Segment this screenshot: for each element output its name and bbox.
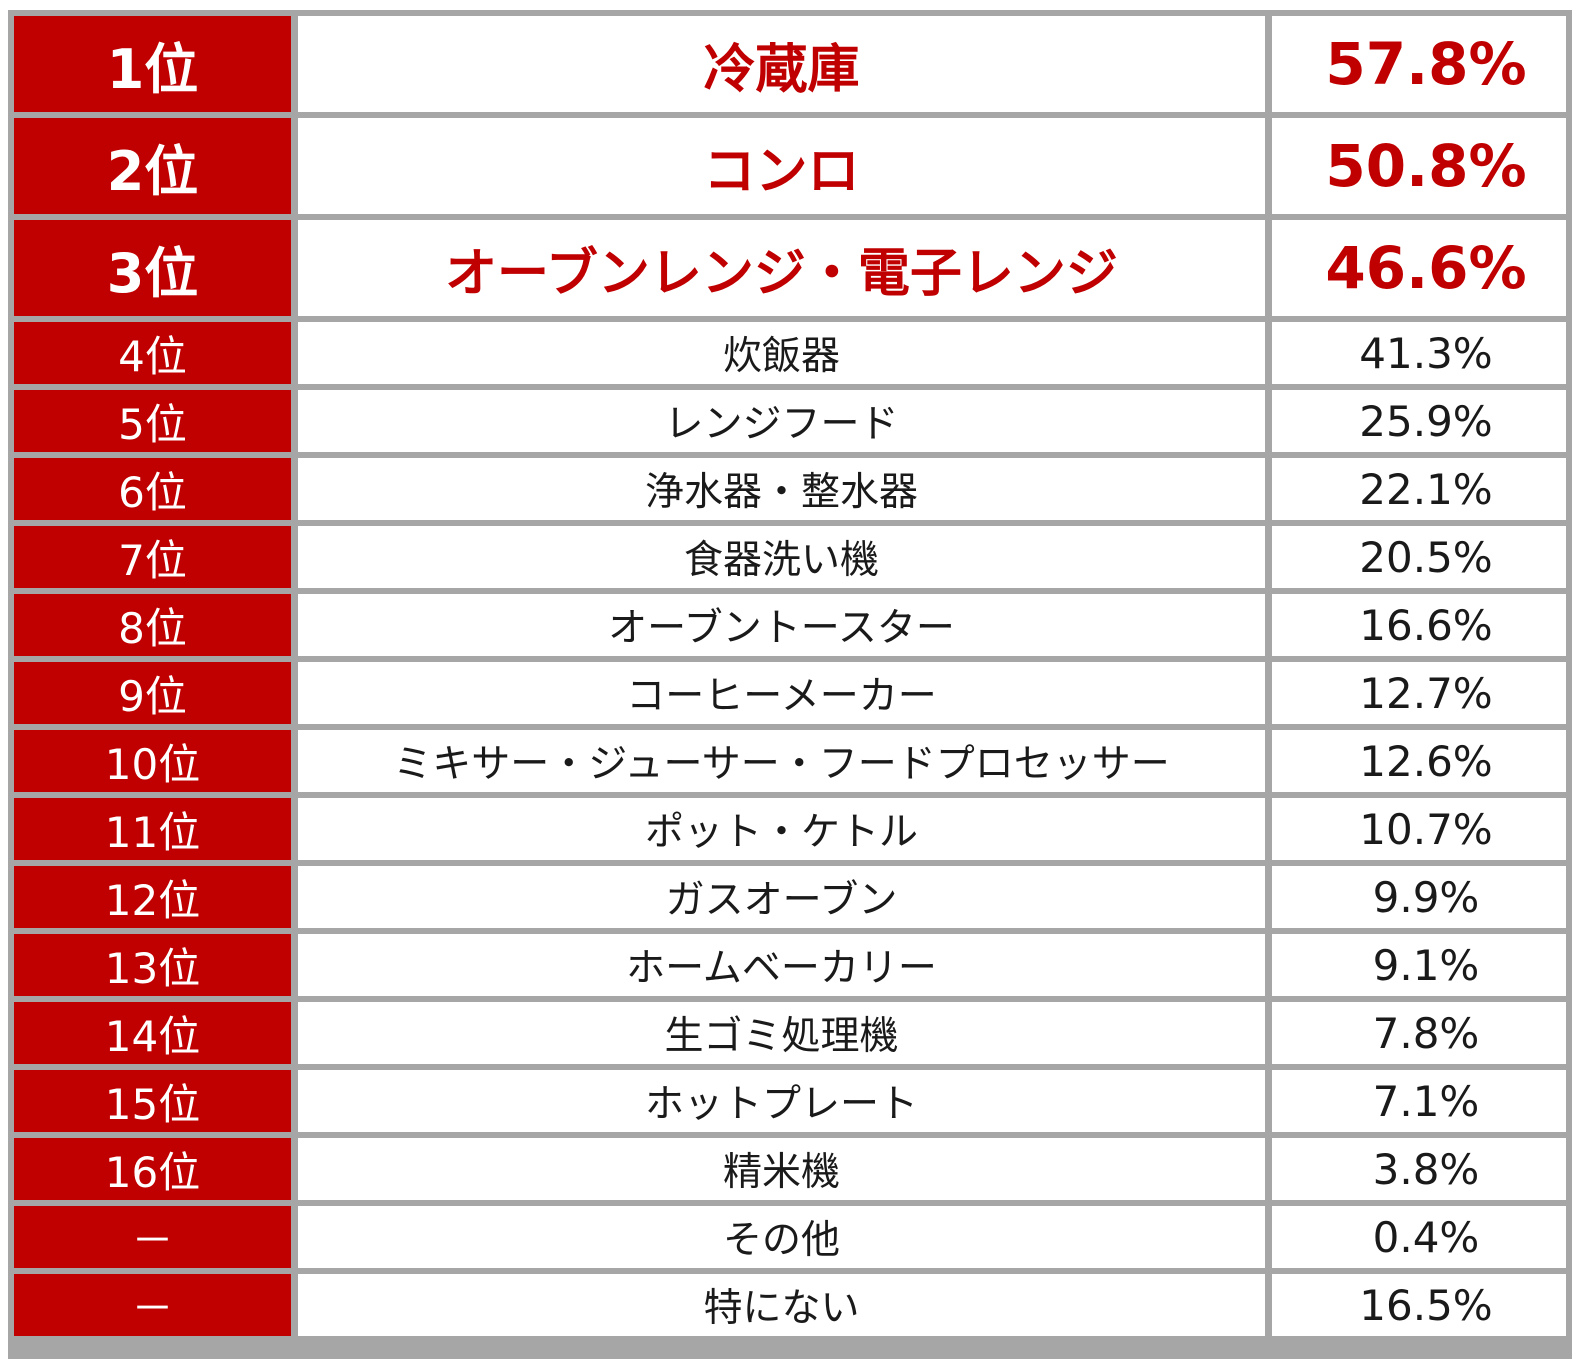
percent-cell: 7.8%	[1272, 1002, 1566, 1064]
rank-cell: 3位	[14, 220, 291, 316]
percent-cell: 16.6%	[1272, 594, 1566, 656]
item-cell: ホットプレート	[298, 1070, 1265, 1132]
item-cell: オーブンレンジ・電子レンジ	[298, 220, 1265, 316]
rank-cell: －	[14, 1274, 291, 1336]
item-cell: 特にない	[298, 1274, 1265, 1336]
percent-cell: 25.9%	[1272, 390, 1566, 452]
item-cell: 浄水器・整水器	[298, 458, 1265, 520]
item-cell: 冷蔵庫	[298, 16, 1265, 112]
table-row: 16位 精米機 3.8%	[14, 1138, 1566, 1200]
table-row: 11位 ポット・ケトル 10.7%	[14, 798, 1566, 860]
rank-cell: 13位	[14, 934, 291, 996]
rank-cell: 5位	[14, 390, 291, 452]
table-row: －その他 0.4%	[14, 1206, 1566, 1268]
item-cell: 炊飯器	[298, 322, 1265, 384]
rank-cell: 9位	[14, 662, 291, 724]
rank-cell: 6位	[14, 458, 291, 520]
item-cell: ホームベーカリー	[298, 934, 1265, 996]
table-row: 14位 生ゴミ処理機 7.8%	[14, 1002, 1566, 1064]
percent-cell: 10.7%	[1272, 798, 1566, 860]
percent-cell: 50.8%	[1272, 118, 1566, 214]
rank-cell: 10位	[14, 730, 291, 792]
rank-cell: 12位	[14, 866, 291, 928]
percent-cell: 12.6%	[1272, 730, 1566, 792]
table-row: 7位 食器洗い機 20.5%	[14, 526, 1566, 588]
rank-cell: 15位	[14, 1070, 291, 1132]
percent-cell: 3.8%	[1272, 1138, 1566, 1200]
table-row: 8位 オーブントースター 16.6%	[14, 594, 1566, 656]
percent-cell: 41.3%	[1272, 322, 1566, 384]
item-cell: オーブントースター	[298, 594, 1265, 656]
item-cell: 生ゴミ処理機	[298, 1002, 1265, 1064]
percent-cell: 46.6%	[1272, 220, 1566, 316]
percent-cell: 7.1%	[1272, 1070, 1566, 1132]
table-row: 2位 コンロ 50.8%	[14, 118, 1566, 214]
item-cell: コーヒーメーカー	[298, 662, 1265, 724]
percent-cell: 12.7%	[1272, 662, 1566, 724]
rank-cell: 14位	[14, 1002, 291, 1064]
rank-cell: 4位	[14, 322, 291, 384]
item-cell: レンジフード	[298, 390, 1265, 452]
table-row: 5位 レンジフード 25.9%	[14, 390, 1566, 452]
percent-cell: 57.8%	[1272, 16, 1566, 112]
item-cell: ミキサー・ジューサー・フードプロセッサー	[298, 730, 1265, 792]
percent-cell: 9.1%	[1272, 934, 1566, 996]
item-cell: ガスオーブン	[298, 866, 1265, 928]
item-cell: コンロ	[298, 118, 1265, 214]
rank-cell: 7位	[14, 526, 291, 588]
percent-cell: 20.5%	[1272, 526, 1566, 588]
percent-cell: 22.1%	[1272, 458, 1566, 520]
rank-cell: 16位	[14, 1138, 291, 1200]
rank-cell: 2位	[14, 118, 291, 214]
item-cell: 食器洗い機	[298, 526, 1265, 588]
rank-cell: 1位	[14, 16, 291, 112]
table-row: 12位 ガスオーブン 9.9%	[14, 866, 1566, 928]
table-row: 15位 ホットプレート 7.1%	[14, 1070, 1566, 1132]
percent-cell: 16.5%	[1272, 1274, 1566, 1336]
item-cell: 精米機	[298, 1138, 1265, 1200]
table-row: 4位 炊飯器 41.3%	[14, 322, 1566, 384]
table-row: 6位 浄水器・整水器 22.1%	[14, 458, 1566, 520]
item-cell: ポット・ケトル	[298, 798, 1265, 860]
rank-cell: 8位	[14, 594, 291, 656]
table-row: 3位 オーブンレンジ・電子レンジ 46.6%	[14, 220, 1566, 316]
ranking-table: 1位 冷蔵庫 57.8% 2位 コンロ 50.8% 3位 オーブンレンジ・電子レンジ 46.6%…	[8, 10, 1572, 1359]
rank-cell: －	[14, 1206, 291, 1268]
percent-cell: 0.4%	[1272, 1206, 1566, 1268]
table-row: 9位 コーヒーメーカー 12.7%	[14, 662, 1566, 724]
item-cell: その他	[298, 1206, 1265, 1268]
percent-cell: 9.9%	[1272, 866, 1566, 928]
table-row: 1位 冷蔵庫 57.8%	[14, 16, 1566, 112]
table-row: 13位 ホームベーカリー 9.1%	[14, 934, 1566, 996]
table-row: －特にない 16.5%	[14, 1274, 1566, 1336]
rank-cell: 11位	[14, 798, 291, 860]
table-row: 10位 ミキサー・ジューサー・フードプロセッサー 12.6%	[14, 730, 1566, 792]
